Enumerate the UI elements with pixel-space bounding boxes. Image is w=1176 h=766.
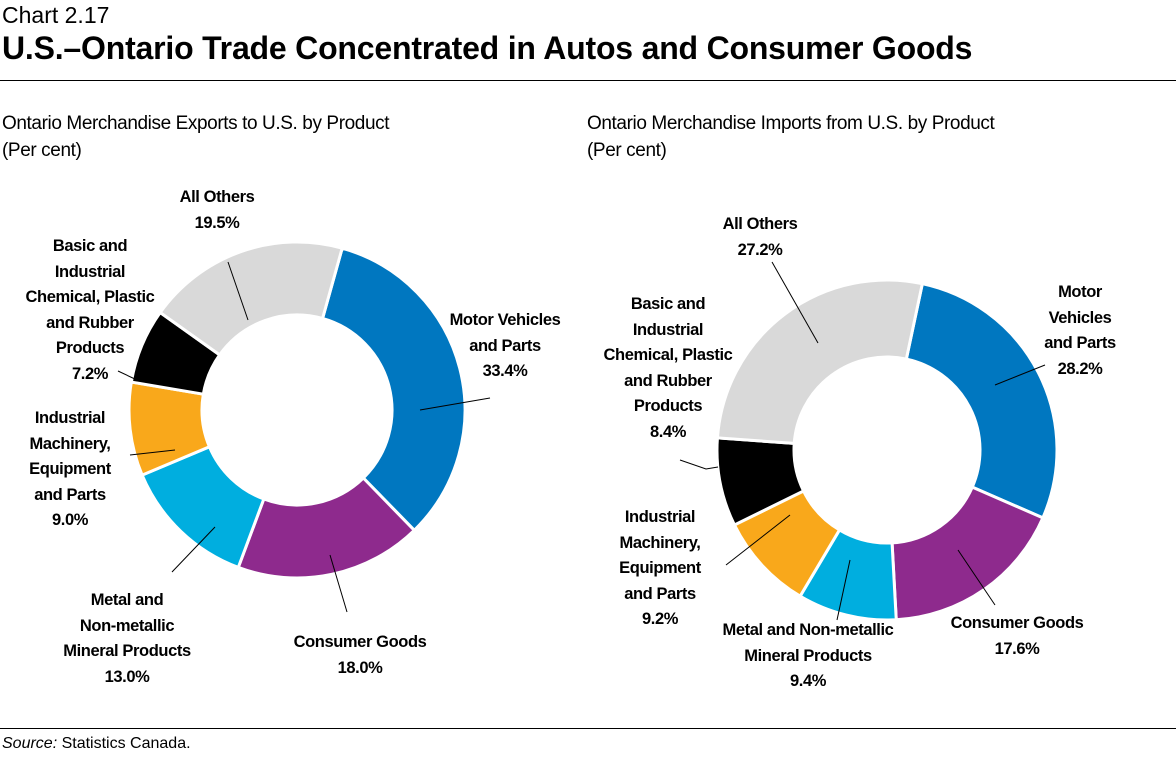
chart-title: U.S.–Ontario Trade Concentrated in Autos… [2,30,973,66]
exports-label-consumer-goods: Consumer Goods 18.0% [294,630,427,681]
exports-label-motor-vehicles-and-parts: Motor Vehicles and Parts 33.4% [450,308,561,385]
value-label: 17.6% [994,639,1040,658]
value-label: 28.2% [1057,359,1103,378]
category-label: Motor Vehicles and Parts [1044,283,1116,352]
value-label: 9.2% [641,610,678,628]
exports-slice-all-others [158,240,345,357]
category-label: Motor Vehicles and Parts [449,311,561,355]
category-label: Industrial Machinery, Equipment and Part… [29,409,111,504]
imports-slice-consumer-goods [890,485,1045,622]
exports-leader-line-basic-and-industrial-chemical-plastic-and-rubber-products [117,370,138,381]
category-label: Industrial Machinery, Equipment and Part… [619,508,701,603]
imports-leader-line-industrial-machinery-equipment-and-parts [725,514,791,566]
imports-leader-line-metal-and-non-metallic-mineral-products [836,559,851,621]
imports-label-motor-vehicles-and-parts: Motor Vehicles and Parts 28.2% [1032,280,1128,382]
category-label: All Others [179,188,255,206]
category-label: All Others [722,215,798,233]
value-label: 9.0% [51,511,88,529]
imports-label-basic-and-industrial-chemical-plastic-and-rubber-products: Basic and Industrial Chemical, Plastic a… [604,292,733,445]
category-label: Basic and Industrial Chemical, Plastic a… [603,295,733,415]
imports-slice-all-others [715,278,925,445]
value-label: 8.4% [649,422,686,441]
value-label: 33.4% [482,362,528,380]
right-chart-title: Ontario Merchandise Imports from U.S. by… [587,113,995,161]
imports-slice-motor-vehicles-and-parts [904,281,1059,520]
imports-leader-line-basic-and-industrial-chemical-plastic-and-rubber-products [679,459,719,470]
value-label: 7.2% [71,364,108,383]
exports-label-basic-and-industrial-chemical-plastic-and-rubber-products: Basic and Industrial Chemical, Plastic a… [26,234,155,387]
left-chart-title: Ontario Merchandise Exports to U.S. by P… [2,113,390,161]
value-label: 18.0% [337,658,383,677]
footer-rule [0,728,1176,729]
imports-leader-line-all-others [771,261,819,344]
category-label: Consumer Goods [293,633,427,651]
value-label: 13.0% [104,667,150,686]
imports-leader-line-consumer-goods [957,549,996,606]
category-label: Metal and Non-metallic Mineral Products [63,591,191,660]
title-rule [0,80,1176,81]
category-label: Basic and Industrial Chemical, Plastic a… [25,237,155,357]
exports-label-industrial-machinery-equipment-and-parts: Industrial Machinery, Equipment and Part… [29,406,111,534]
imports-leader-line-motor-vehicles-and-parts [994,364,1046,386]
exports-leader-line-all-others [227,261,249,321]
exports-leader-line-metal-and-non-metallic-mineral-products [171,526,216,573]
exports-leader-line-consumer-goods [329,554,348,613]
category-label: Consumer Goods [950,614,1084,632]
value-label: 19.5% [194,213,240,232]
imports-label-industrial-machinery-equipment-and-parts: Industrial Machinery, Equipment and Part… [619,505,701,633]
exports-label-all-others: All Others 19.5% [180,185,255,236]
value-label: 9.4% [789,672,826,690]
category-label: Metal and Non-metallic Mineral Products [722,621,894,665]
chart-number: Chart 2.17 [2,2,110,28]
exports-leader-line-motor-vehicles-and-parts [419,397,491,411]
imports-label-consumer-goods: Consumer Goods 17.6% [951,611,1084,662]
imports-label-metal-and-non-metallic-mineral-products: Metal and Non-metallic Mineral Products … [723,618,894,695]
exports-label-metal-and-non-metallic-mineral-products: Metal and Non-metallic Mineral Products … [63,588,191,690]
exports-leader-line-industrial-machinery-equipment-and-parts [129,449,176,456]
source-note: Source: Statistics Canada. [2,735,191,752]
exports-slice-motor-vehicles-and-parts [320,246,467,533]
value-label: 27.2% [737,240,783,259]
imports-label-all-others: All Others 27.2% [723,212,798,263]
